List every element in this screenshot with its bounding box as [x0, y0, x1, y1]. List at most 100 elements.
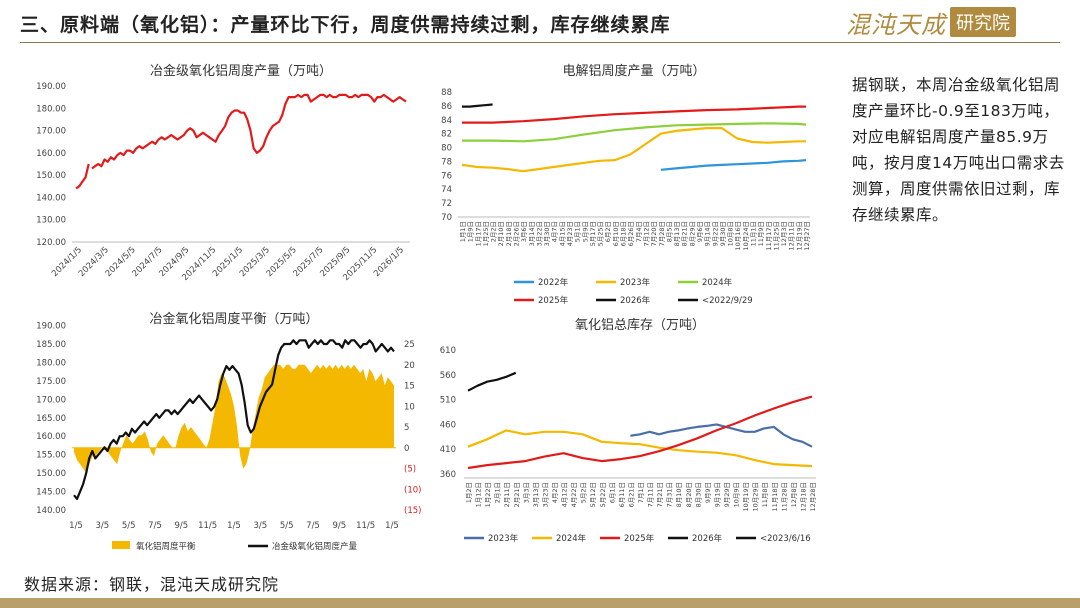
x-tick-label: 11月9日: [757, 221, 765, 246]
y-tick-label: 560: [440, 371, 456, 381]
x-tick-label: 2月26日: [513, 221, 521, 246]
footer-bar: [0, 598, 1080, 608]
chart-title: 电解铝周度产量（万吨）: [562, 63, 705, 79]
x-tick-label: 2月2日: [490, 221, 498, 242]
x-tick-label: 11月17日: [765, 221, 773, 251]
x-tick-label: 7月21日: [656, 482, 664, 507]
x-tick-label: 1/5: [385, 521, 399, 531]
y-tick-label: 170.00: [36, 127, 66, 137]
x-tick-label: 8月29日: [688, 221, 696, 246]
y-tick-label-right: (5): [404, 465, 416, 475]
x-tick-label: 5月17日: [589, 221, 597, 246]
logo-box: 研究院: [950, 7, 1016, 37]
y-tick-label: 510: [440, 396, 456, 406]
brand-logo: 混沌天成 研究院: [846, 6, 1016, 39]
x-tick-label: 1/5: [69, 521, 83, 531]
y-tick-label-right: 20: [404, 361, 415, 371]
y-tick-label: 74: [441, 185, 452, 195]
x-tick-label: 8月20日: [685, 482, 693, 507]
x-tick-label: 9月22日: [711, 221, 719, 246]
x-tick-label: 10月19日: [742, 482, 750, 512]
series-line-2026年: [462, 103, 493, 108]
y-tick-label: 460: [440, 420, 456, 430]
x-tick-label: 5月25日: [597, 221, 605, 246]
x-tick-label: 5月22日: [599, 482, 607, 507]
y-tick-label: 86: [441, 102, 452, 112]
series-line-output: [75, 93, 407, 190]
x-tick-label: 9月19日: [713, 482, 721, 507]
x-tick-label: 6月18日: [620, 221, 628, 246]
series-line-2023年: [461, 127, 806, 173]
series-line-2026年: [467, 371, 517, 392]
x-tick-label: 10月24日: [742, 221, 750, 251]
x-tick-label: 11月18日: [771, 482, 779, 512]
legend-swatch-0: [112, 541, 130, 549]
x-tick-label: 3月14日: [528, 221, 536, 246]
legend-label-1: 冶金级氧化铝周度产量: [272, 541, 358, 552]
x-tick-label: 4月15日: [558, 221, 566, 246]
y-tick-label-right: 25: [404, 340, 415, 350]
x-tick-label: 6月21日: [627, 482, 635, 507]
page-title: 三、原料端（氧化铝）：产量环比下行，周度供需持续过剩，库存继续累库: [20, 14, 671, 36]
series-line-output: [73, 339, 395, 500]
x-tick-label: 3/5: [95, 521, 109, 531]
legend-label-0: 2023年: [488, 533, 519, 544]
x-tick-label: 11/5: [356, 521, 375, 531]
x-tick-label: 7/5: [148, 521, 162, 531]
y-tick-label-right: 15: [404, 382, 415, 392]
series-line-2025年: [462, 105, 806, 124]
y-tick-label-left: 140.00: [36, 506, 66, 516]
x-tick-label: 4月2日: [551, 482, 559, 503]
series-line-2024年: [467, 429, 813, 468]
x-tick-label: 7月31日: [666, 482, 674, 507]
legend-label-3: 2026年: [692, 533, 723, 544]
x-tick-label: 4月22日: [570, 482, 578, 507]
x-tick-label: 3月22日: [535, 221, 543, 246]
chart-title: 冶金级氧化铝周度产量（万吨）: [150, 63, 332, 79]
x-tick-label: 3月13日: [532, 482, 540, 507]
balance-bars: [74, 364, 394, 473]
x-tick-label: 7月20日: [650, 221, 658, 246]
x-tick-label: 7/5: [306, 521, 320, 531]
commentary-text: 据钢联，本周冶金级氧化铝周度产量环比-0.9至183万吨，对应电解铝周度产量85…: [852, 76, 1065, 224]
x-tick-label: 7月4日: [635, 221, 643, 242]
legend-label-0: 2022年: [538, 277, 569, 288]
y-tick-label: 120.00: [36, 238, 66, 248]
x-tick-label: 9月29日: [723, 482, 731, 507]
x-tick-label: 10月9日: [733, 482, 741, 507]
y-tick-label: 360: [440, 470, 456, 480]
x-tick-label: 1月25日: [482, 221, 490, 246]
x-tick-label: 6月26日: [627, 221, 635, 246]
x-tick-label: 10月16日: [734, 221, 742, 251]
legend-label-0: 氧化铝周度平衡: [136, 541, 196, 552]
x-tick-label: 11/5: [198, 521, 217, 531]
x-tick-label: 12月3日: [780, 221, 788, 246]
x-tick-label: 1月2日: [465, 482, 473, 503]
series-line-2025年: [467, 395, 813, 470]
y-tick-label-right: (10): [404, 485, 421, 495]
y-tick-label: 410: [440, 445, 456, 455]
chart-title: 冶金氧化铝周度平衡（万吨）: [149, 311, 318, 327]
x-tick-label: 3月23日: [541, 482, 549, 507]
x-tick-label: 2月10日: [497, 221, 505, 246]
x-tick-label: 1月9日: [467, 221, 475, 242]
x-tick-label: 11月28日: [780, 482, 788, 512]
x-tick-label: 6月2日: [604, 221, 612, 242]
y-tick-label: 82: [441, 130, 452, 140]
x-tick-label: 1月1日: [459, 221, 467, 242]
x-tick-label: 1/5: [227, 521, 241, 531]
y-tick-label: 84: [441, 116, 452, 126]
x-tick-label: 8月13日: [673, 221, 681, 246]
chart-alumina-balance: 冶金氧化铝周度平衡（万吨） 140.00 145.00 150.00 155.00 160…: [36, 311, 421, 552]
x-tick-label: 8月10日: [675, 482, 683, 507]
title-divider: [20, 42, 1060, 43]
x-tick-label: 10月8日: [727, 221, 735, 246]
x-tick-label: 4月7日: [551, 221, 559, 242]
y-tick-label: 610: [440, 346, 456, 356]
y-tick-label-right: 10: [404, 402, 415, 412]
x-tick-label: 5月9日: [581, 221, 589, 242]
series-line-2022年: [660, 159, 807, 171]
x-tick-label: 7月28日: [658, 221, 666, 246]
y-tick-label: 160.00: [36, 149, 66, 159]
